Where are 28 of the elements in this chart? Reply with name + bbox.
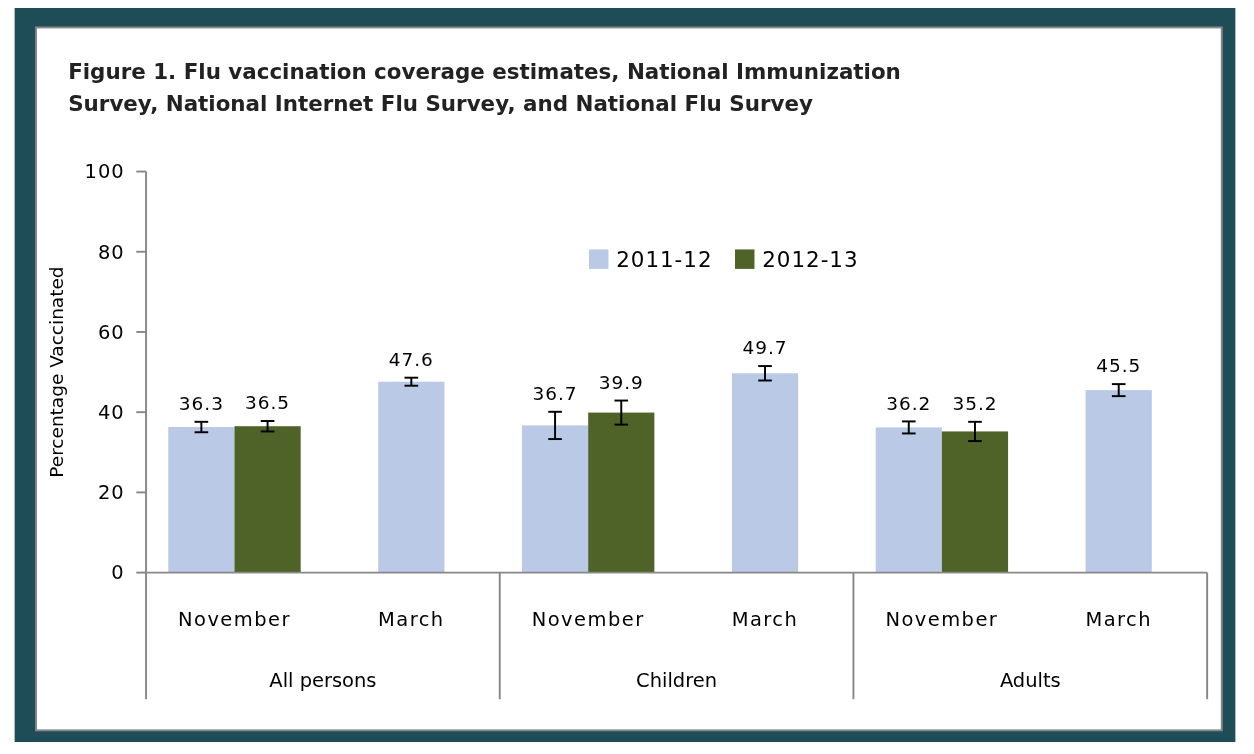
text: All persons <box>269 669 377 693</box>
x-tick-label: November <box>885 608 999 632</box>
y-tick-label: 60 <box>97 320 125 344</box>
data-label: 36.2 <box>886 392 932 414</box>
data-label: 35.2 <box>952 393 998 415</box>
x-tick-label: March <box>731 608 799 632</box>
x-tick-label: November <box>178 608 291 632</box>
y-tick-label: 0 <box>111 561 125 585</box>
x-tick-label: March <box>1085 608 1153 632</box>
y-tick-label: 40 <box>97 401 125 424</box>
legend-label: 2012-13 <box>762 246 859 272</box>
y-tick-label: 20 <box>97 481 125 505</box>
data-label: 39.9 <box>598 371 644 393</box>
x-tick-label: November <box>531 608 645 632</box>
data-label: 36.7 <box>532 383 578 405</box>
chart-title: Figure 1. Flu vaccination coverage estimates, National Immunization Survey, National Internet Flu Survey, and National Flu Survey <box>68 59 901 117</box>
y-tick-label: 80 <box>97 240 125 264</box>
data-label: 49.7 <box>742 337 788 359</box>
y-axis-title: Percentage Vaccinated <box>46 266 68 478</box>
y-tick-label: 100 <box>84 160 125 184</box>
data-label: 36.3 <box>178 393 224 415</box>
text: Adults <box>999 669 1061 693</box>
data-label: 45.5 <box>1096 355 1142 377</box>
legend-label: 2011-12 <box>616 246 713 272</box>
x-tick-label: March <box>378 608 445 632</box>
data-label: 36.5 <box>245 392 291 414</box>
text: Children <box>636 669 718 693</box>
data-label: 47.6 <box>388 349 434 371</box>
